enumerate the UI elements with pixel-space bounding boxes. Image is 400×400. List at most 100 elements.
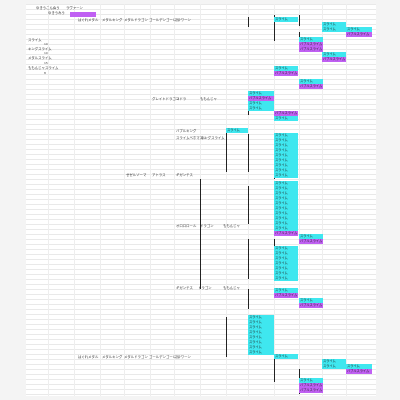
left-label-0: スライム: [28, 38, 42, 42]
grid-row-line: [26, 374, 376, 375]
grid-row-line: [26, 104, 376, 105]
monster-cell-slime[interactable]: スライム: [274, 246, 298, 251]
grid-row-line: [26, 54, 376, 55]
monster-cell-slime[interactable]: スライム: [248, 101, 274, 106]
grid-row-line: [26, 29, 376, 30]
monster-cell-slime[interactable]: スライム: [322, 359, 346, 364]
monster-cell-slime[interactable]: スライム: [274, 133, 298, 138]
grid-col-line: [124, 4, 125, 396]
gen-c-1: スライムベホマズン: [176, 136, 207, 140]
monster-cell-slime[interactable]: スライム: [248, 335, 274, 340]
monster-cell-slime[interactable]: スライム: [274, 354, 298, 359]
monster-cell-slime[interactable]: スライム: [248, 320, 274, 325]
gen-a-0: はぐれメタル: [78, 18, 99, 22]
monster-cell-bubble[interactable]: バブルスライム: [299, 383, 323, 388]
monster-cell-slime[interactable]: スライム: [274, 211, 298, 216]
monster-cell-slime[interactable]: スライム: [274, 173, 298, 178]
monster-cell-bubble[interactable]: バブルスライム: [322, 57, 346, 62]
monster-cell-slime[interactable]: スライム: [274, 271, 298, 276]
monster-cell-slime[interactable]: スライム: [274, 168, 298, 173]
monster-cell-slime[interactable]: スライム: [299, 37, 323, 42]
tree-connector: [248, 186, 249, 224]
monster-cell-slime[interactable]: スライム: [322, 27, 346, 32]
monster-cell-slime[interactable]: スライム: [226, 128, 248, 133]
monster-cell-slime[interactable]: スライム: [274, 261, 298, 266]
grid-row-line: [26, 129, 376, 130]
monster-cell-slime[interactable]: スライム: [248, 330, 274, 335]
tree-connector: [200, 179, 201, 289]
monster-cell-slime[interactable]: スライム: [274, 138, 298, 143]
monster-cell-slime[interactable]: スライム: [248, 350, 274, 355]
monster-cell-slime[interactable]: スライム: [299, 234, 323, 239]
monster-cell-slime[interactable]: スライム: [274, 206, 298, 211]
grid-row-line: [26, 59, 376, 60]
monster-cell-slime[interactable]: スライム: [274, 116, 298, 121]
monster-cell-slime[interactable]: スライム: [248, 325, 274, 330]
left-label-1: キングスライム: [28, 47, 52, 51]
monster-cell-slime[interactable]: スライム: [274, 266, 298, 271]
gen-c-0: バブルキング: [176, 129, 197, 133]
monster-cell-bubble[interactable]: バブルスライム: [274, 71, 298, 76]
monster-cell-bubble[interactable]: バブルスライム: [299, 42, 323, 47]
grid-row-line: [26, 299, 376, 300]
grid-row-line: [26, 214, 376, 215]
monster-cell-slime[interactable]: スライム: [274, 251, 298, 256]
gen-f-2: ももんじャ: [223, 224, 240, 228]
monster-cell-slime[interactable]: スライム: [274, 181, 298, 186]
monster-cell-bubble[interactable]: バブルスライム: [299, 303, 323, 308]
gen-d-0: ゼゼルゾーマ: [126, 173, 147, 177]
monster-cell-slime[interactable]: スライム: [248, 345, 274, 350]
monster-cell-slime[interactable]: スライム: [274, 153, 298, 158]
monster-cell-slime[interactable]: スライム: [274, 158, 298, 163]
monster-cell-slime[interactable]: スライム: [274, 186, 298, 191]
monster-cell-slime[interactable]: スライム: [248, 340, 274, 345]
monster-cell-bubble[interactable]: バブルスライム: [274, 293, 298, 298]
monster-cell-slime[interactable]: スライム: [274, 201, 298, 206]
monster-cell-slime[interactable]: スライム: [274, 163, 298, 168]
monster-cell-bubble[interactable]: バブルスライム: [299, 239, 323, 244]
gen-a-3: ゴールデンゴーレム: [149, 18, 180, 22]
monster-cell-slime[interactable]: スライム: [322, 364, 346, 369]
monster-cell-slime[interactable]: スライム: [274, 17, 298, 22]
grid-row-line: [26, 174, 376, 175]
monster-cell-slime[interactable]: スライム: [274, 143, 298, 148]
monster-cell-slime[interactable]: スライム: [248, 91, 274, 96]
monster-cell-slime[interactable]: スライム: [299, 378, 323, 383]
monster-cell-slime[interactable]: スライム: [274, 256, 298, 261]
monster-cell-slime[interactable]: スライム: [274, 66, 298, 71]
grid-row-line: [26, 244, 376, 245]
monster-cell-slime[interactable]: スライム: [274, 221, 298, 226]
monster-cell-slime[interactable]: スライム: [274, 226, 298, 231]
monster-cell-slime[interactable]: スライム: [274, 191, 298, 196]
monster-cell-slime[interactable]: スライム: [299, 79, 323, 84]
grid-row-line: [26, 9, 376, 10]
grid-row-line: [26, 234, 376, 235]
monster-cell-bubble[interactable]: バブルスライム: [346, 32, 372, 37]
grid-col-line: [226, 4, 227, 396]
monster-cell-slime[interactable]: スライム: [322, 52, 346, 57]
monster-cell-bubble[interactable]: バブルスライム: [346, 369, 372, 374]
monster-cell-slime[interactable]: スライム: [248, 315, 274, 320]
monster-cell-bubble[interactable]: バブルスライム: [274, 111, 298, 116]
monster-cell-bubble[interactable]: バブルスライム: [248, 96, 274, 101]
monster-cell-bubble[interactable]: バブルスライム: [299, 84, 323, 89]
monster-cell-slime[interactable]: スライム: [322, 22, 346, 27]
monster-cell-slime[interactable]: スライム: [274, 216, 298, 221]
monster-cell-slime[interactable]: スライム: [274, 288, 298, 293]
grid-row-line: [26, 284, 376, 285]
monster-cell-bubble[interactable]: バブルスライム: [274, 231, 298, 236]
monster-cell-bubble[interactable]: バブルスライム: [299, 47, 323, 52]
monster-cell-slime[interactable]: スライム: [299, 298, 323, 303]
monster-cell-slime[interactable]: スライム: [274, 148, 298, 153]
gen-a2-4: フラワーン: [174, 355, 191, 359]
monster-cell-slime[interactable]: スライム: [274, 276, 298, 281]
grid-row-line: [26, 209, 376, 210]
monster-cell-bubble[interactable]: バブルスライム: [299, 388, 323, 393]
monster-cell-slime[interactable]: スライム: [346, 364, 372, 369]
monster-cell-slime[interactable]: スライム: [274, 196, 298, 201]
grid-row-line: [26, 199, 376, 200]
grid-col-line: [100, 4, 101, 396]
monster-cell-slime[interactable]: スライム: [346, 27, 372, 32]
monster-cell-slime[interactable]: スライム: [248, 106, 274, 111]
header-purple-cell[interactable]: [70, 12, 96, 17]
